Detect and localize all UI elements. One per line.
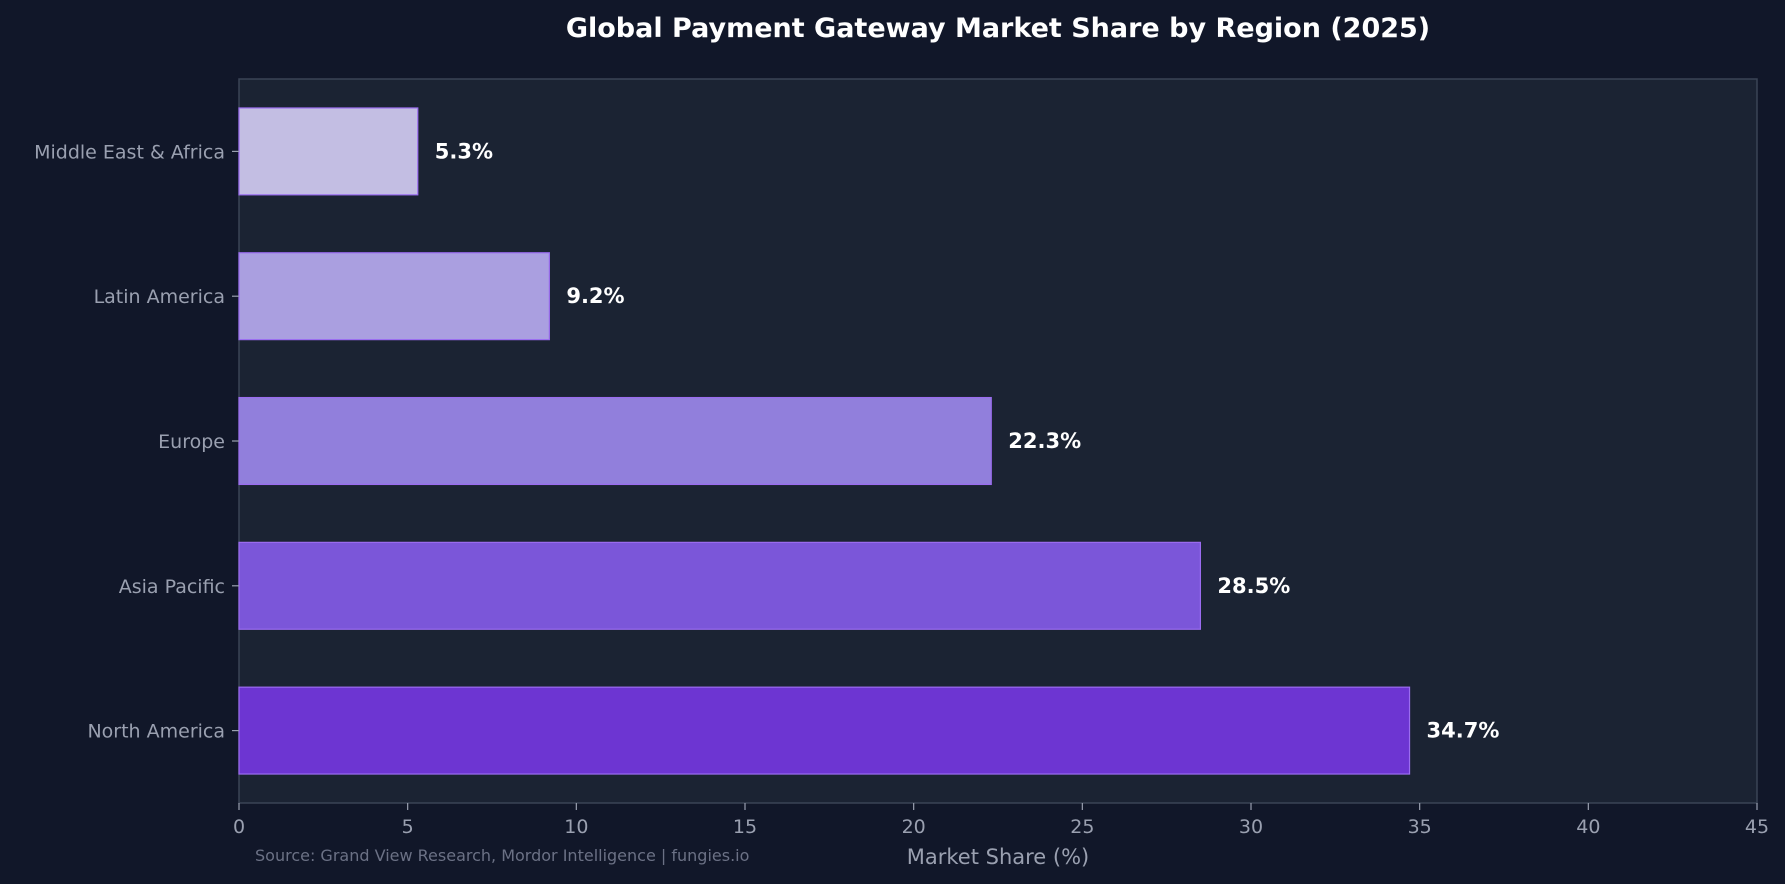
bar-middle-east-and-africa (238, 107, 419, 196)
x-axis-label: Market Share (%) (907, 845, 1089, 869)
y-tick-label-latin-america: Latin America (94, 286, 225, 308)
x-tick-label-5: 5 (402, 816, 414, 838)
value-label-middle-east-and-africa: 5.3% (435, 139, 493, 163)
chart-title: Global Payment Gateway Market Share by R… (566, 13, 1430, 44)
x-axis: 0 5 10 15 20 25 30 35 40 45 (233, 803, 1769, 838)
source-note: Source: Grand View Research, Mordor Inte… (255, 846, 749, 865)
x-tick-label-0: 0 (233, 816, 245, 838)
value-labels-layer: 34.7% 28.5% 22.3% 9.2% 5.3% (435, 139, 1500, 742)
x-tick-label-25: 25 (1070, 816, 1094, 838)
x-tick-label-45: 45 (1745, 816, 1769, 838)
x-tick-label-15: 15 (733, 816, 757, 838)
y-axis: North America Asia Pacific Europe Latin Ame… (34, 141, 239, 743)
y-tick-label-middle-east-and-africa: Middle East & Africa (34, 141, 225, 163)
y-tick-label-north-america: North America (87, 721, 225, 743)
x-tick-label-10: 10 (564, 816, 588, 838)
bar-north-america (238, 686, 1411, 775)
bar-latin-america (238, 252, 550, 341)
bars-layer (238, 107, 1411, 775)
value-label-north-america: 34.7% (1427, 719, 1500, 743)
value-label-latin-america: 9.2% (566, 284, 624, 308)
bar-asia-pacific (238, 541, 1202, 630)
value-label-asia-pacific: 28.5% (1217, 574, 1290, 598)
value-label-europe: 22.3% (1008, 429, 1081, 453)
y-tick-label-europe: Europe (158, 431, 225, 453)
bar-europe (238, 396, 992, 486)
x-tick-label-35: 35 (1408, 816, 1432, 838)
x-tick-label-30: 30 (1239, 816, 1263, 838)
y-tick-label-asia-pacific: Asia Pacific (119, 576, 225, 598)
x-tick-label-20: 20 (902, 816, 926, 838)
x-tick-label-40: 40 (1576, 816, 1600, 838)
